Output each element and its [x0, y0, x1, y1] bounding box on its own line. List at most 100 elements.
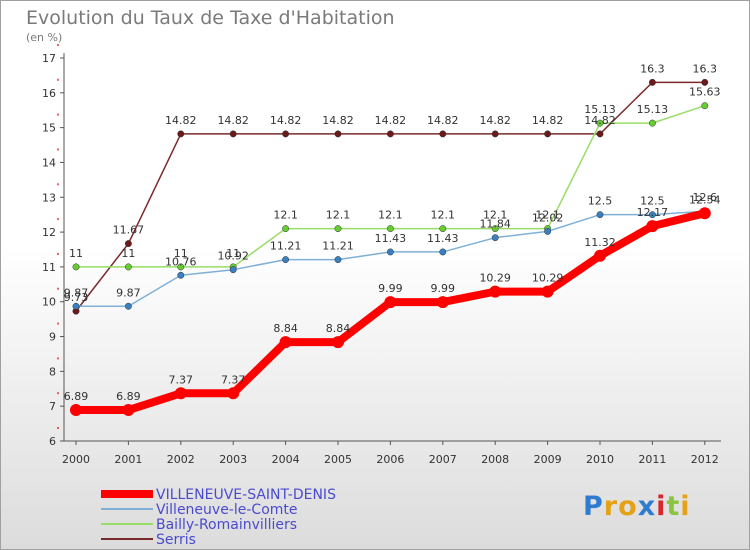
data-label: 15.13 [637, 103, 669, 116]
data-label: 11 [226, 247, 240, 260]
x-tick-label: 2000 [62, 453, 90, 466]
data-point [386, 130, 394, 138]
data-label: 14.82 [584, 114, 616, 127]
data-point [124, 302, 132, 310]
y-tick-label: 10 [42, 296, 56, 309]
data-label: 14.82 [375, 114, 407, 127]
x-tick-label: 2002 [167, 453, 195, 466]
x-tick-label: 2006 [376, 453, 404, 466]
data-label: 14.82 [322, 114, 354, 127]
data-label: 12.1 [378, 209, 403, 222]
data-label: 16.3 [640, 62, 665, 75]
data-point [544, 130, 552, 138]
data-label: 12.17 [637, 206, 669, 219]
data-point [596, 130, 604, 138]
y-tick-label: 8 [49, 365, 56, 378]
data-label: 9.99 [431, 282, 456, 295]
data-label: 11.84 [479, 218, 511, 231]
data-label: 14.82 [532, 114, 564, 127]
data-label: 9.87 [116, 286, 141, 299]
data-label: 6.89 [64, 390, 89, 403]
data-point [701, 78, 709, 86]
data-label: 11.21 [322, 240, 354, 253]
data-label: 12.54 [689, 193, 721, 206]
data-label: 16.3 [693, 62, 718, 75]
data-label: 15.13 [584, 103, 616, 116]
data-label: 12.5 [588, 195, 613, 208]
x-tick-label: 2005 [324, 453, 352, 466]
legend-label: VILLENEUVE-SAINT-DENIS [156, 487, 336, 503]
legend-item: Villeneuve-le-Comte [101, 502, 298, 518]
x-tick-label: 2007 [429, 453, 457, 466]
data-label: 11.67 [113, 224, 145, 237]
series-1 [72, 207, 709, 310]
logo-letter: x [637, 491, 657, 522]
data-label: 7.37 [221, 373, 246, 386]
data-point [386, 225, 394, 233]
data-point [491, 225, 499, 233]
data-point [594, 249, 606, 262]
x-tick-label: 2011 [638, 453, 666, 466]
data-label: 9.99 [378, 282, 403, 295]
data-point [648, 119, 656, 127]
legend-item: Bailly-Romainvilliers [101, 517, 297, 533]
data-label: 11 [121, 247, 135, 260]
data-point [646, 220, 659, 233]
proxiti-logo: Proxiti [583, 491, 691, 522]
y-tick-label: 13 [42, 191, 56, 204]
data-label: 14.82 [427, 114, 459, 127]
data-label: 6.89 [116, 390, 141, 403]
data-point [177, 271, 185, 279]
data-label: 12.1 [483, 209, 508, 222]
y-tick-label: 6 [49, 435, 56, 448]
data-label: 12.1 [273, 209, 298, 222]
data-point [334, 130, 342, 138]
data-point [596, 211, 604, 219]
logo-letter: i [680, 491, 691, 522]
data-point [439, 130, 447, 138]
data-point [282, 225, 290, 233]
y-tick-label: 15 [42, 122, 56, 135]
data-point [72, 263, 80, 271]
x-tick-label: 2004 [272, 453, 300, 466]
data-point [596, 119, 604, 127]
data-label: 14.82 [479, 114, 511, 127]
data-label: 10.92 [217, 250, 249, 263]
data-label: 9.87 [64, 286, 89, 299]
data-label: 10.29 [532, 272, 564, 285]
data-label: 8.84 [273, 322, 298, 335]
data-point [384, 296, 397, 309]
series-3 [72, 78, 709, 315]
data-point [174, 387, 187, 400]
data-label: 11 [69, 247, 83, 260]
data-point [282, 256, 290, 264]
data-label: 12.1 [431, 209, 456, 222]
y-tick-label: 17 [42, 52, 56, 65]
x-tick-label: 2010 [586, 453, 614, 466]
data-label: 7.37 [169, 373, 194, 386]
legend-label: Serris [156, 532, 196, 548]
series-0 [70, 207, 711, 417]
data-point [122, 404, 135, 417]
data-point [334, 256, 342, 264]
x-tick-label: 2001 [114, 453, 142, 466]
data-point [439, 248, 447, 256]
legend-item: Serris [101, 532, 196, 548]
logo-letter: t [666, 491, 681, 522]
data-label: 12.5 [640, 195, 665, 208]
data-label: 12.02 [532, 211, 564, 224]
legend-label: Bailly-Romainvilliers [156, 517, 297, 533]
data-point [698, 207, 711, 220]
data-point [489, 285, 502, 298]
data-label: 11.43 [427, 232, 459, 245]
x-tick-label: 2009 [534, 453, 562, 466]
legend: VILLENEUVE-SAINT-DENISVilleneuve-le-Comt… [101, 487, 336, 548]
data-point [491, 130, 499, 138]
data-point [124, 240, 132, 248]
data-point [541, 285, 554, 298]
y-tick-label: 16 [42, 87, 56, 100]
data-point [544, 227, 552, 235]
y-tick-label: 7 [49, 400, 56, 413]
data-point [491, 234, 499, 242]
y-tick-label: 14 [42, 156, 56, 169]
